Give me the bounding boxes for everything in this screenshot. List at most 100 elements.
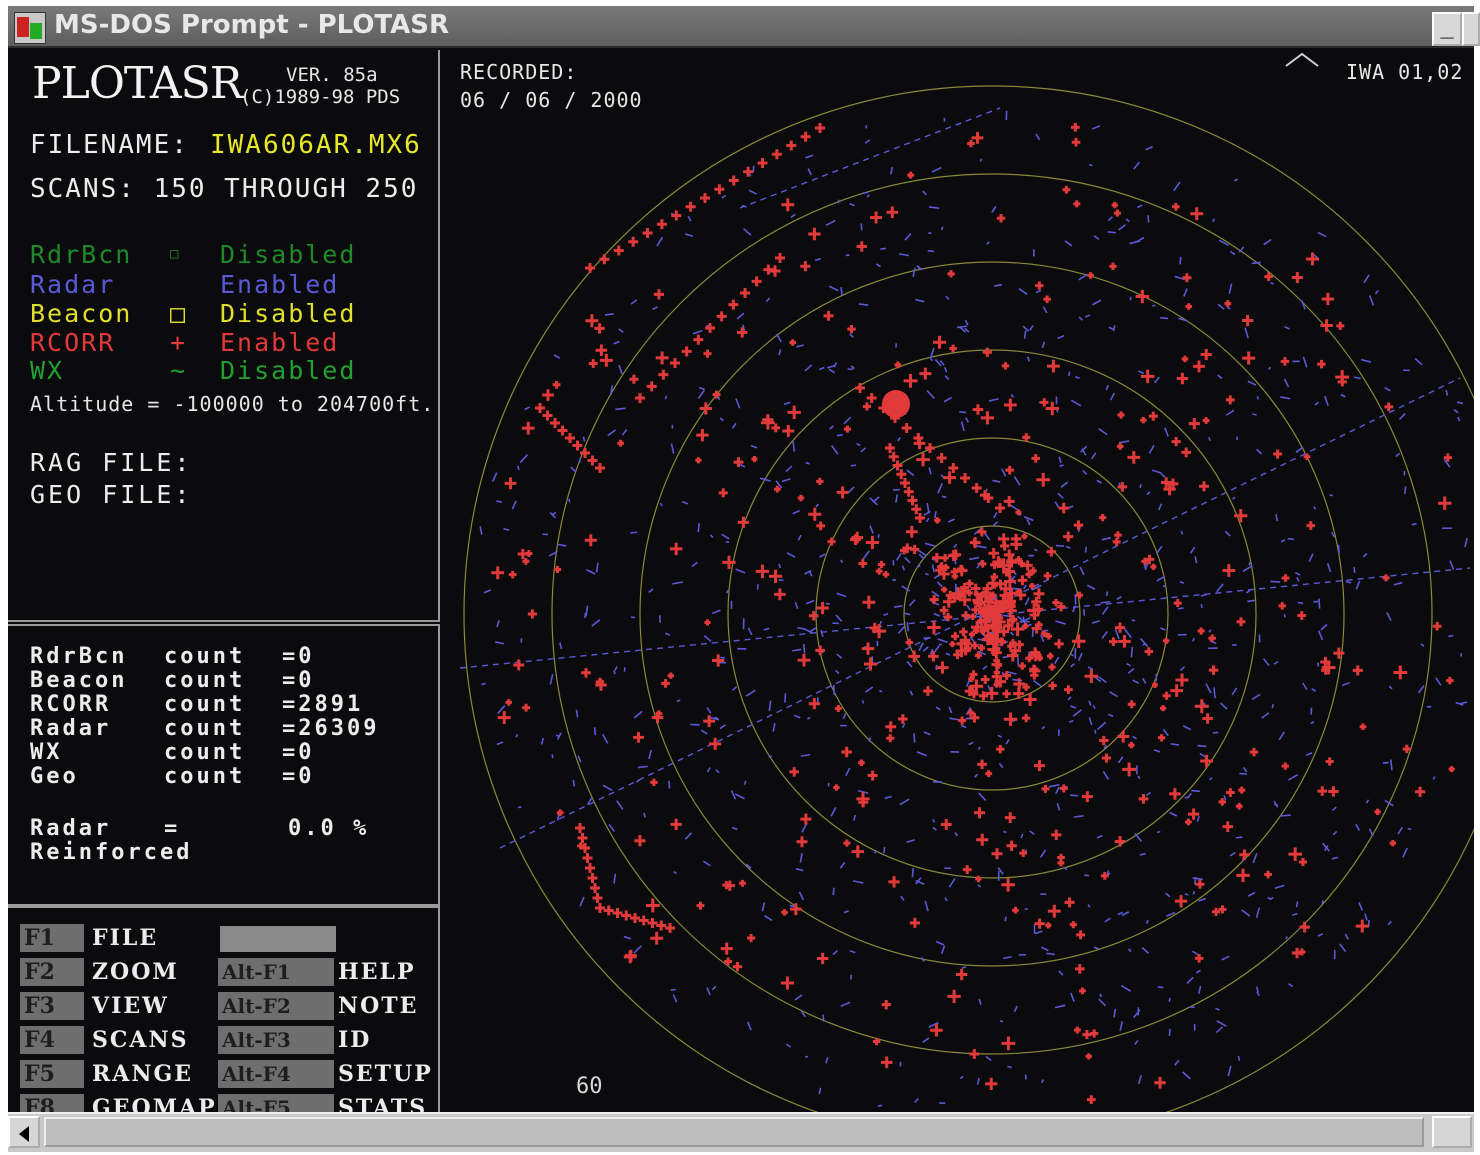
alt-f3-keycap[interactable]: Alt-F3: [218, 1026, 334, 1054]
rcorr-return: [728, 299, 739, 310]
alt-f4-keycap[interactable]: Alt-F4: [218, 1060, 334, 1088]
rcorr-return: [901, 423, 912, 433]
rcorr-return: [575, 823, 585, 833]
restore-button[interactable]: [1462, 12, 1480, 46]
f3-label[interactable]: VIEW: [92, 993, 169, 1019]
radar-return: [496, 741, 504, 746]
radar-return: [872, 496, 880, 503]
radar-return: [1228, 283, 1233, 294]
radar-return: [1194, 556, 1198, 564]
rcorr-return: [1306, 521, 1316, 530]
msdos-app-icon[interactable]: [14, 12, 46, 44]
radar-return: [1241, 909, 1251, 917]
rcorr-return: [1010, 622, 1025, 637]
radar-return: [1215, 1007, 1220, 1011]
rcorr-return: [969, 689, 979, 699]
rcorr-return: [633, 731, 644, 743]
scroll-left-arrow[interactable]: [8, 1116, 40, 1148]
rcorr-return: [796, 836, 808, 848]
horizontal-scrollbar[interactable]: [8, 1112, 1474, 1152]
radar-return: [1388, 685, 1393, 690]
radar-return: [889, 166, 894, 175]
minimize-button[interactable]: _: [1432, 12, 1462, 46]
radar-return: [1055, 544, 1065, 547]
rcorr-return: [970, 538, 979, 547]
alt-f4-label[interactable]: SETUP: [338, 1061, 433, 1087]
rcorr-return: [789, 339, 796, 346]
f2-keycap[interactable]: F2: [20, 958, 84, 986]
radar-return: [922, 190, 927, 196]
f2-label[interactable]: ZOOM: [92, 959, 179, 985]
rcorr-return: [909, 917, 921, 928]
rcorr-return: [1162, 637, 1170, 645]
f1-label[interactable]: FILE: [92, 925, 159, 951]
radar-scope[interactable]: [440, 48, 1474, 1112]
radar-return: [922, 1037, 930, 1043]
copyright-text: (C)1989-98 PDS: [240, 86, 401, 108]
rcorr-return: [980, 411, 994, 425]
radar-return: [792, 509, 800, 515]
radar-return: [1387, 920, 1392, 926]
radar-return: [1039, 849, 1047, 858]
count-geo-value: =0: [282, 764, 315, 789]
rcorr-return: [996, 213, 1006, 223]
radar-return: [1256, 991, 1260, 997]
rcorr-return: [1328, 786, 1339, 797]
rcorr-return: [959, 583, 969, 592]
radar-return: [842, 713, 847, 720]
radar-return: [947, 518, 955, 523]
alt-f2-keycap[interactable]: Alt-F2: [218, 992, 334, 1020]
radar-return: [904, 612, 911, 616]
rcorr-return: [1010, 533, 1022, 545]
radar-return: [1443, 459, 1451, 468]
alt-f3-label[interactable]: ID: [338, 1027, 372, 1053]
f1-keycap[interactable]: F1: [20, 924, 84, 952]
rcorr-return: [862, 402, 872, 411]
scroll-right-button[interactable]: [1432, 1116, 1472, 1148]
radar-return: [1109, 691, 1118, 698]
alt-f1-keycap[interactable]: Alt-F1: [218, 958, 334, 986]
radar-return: [1074, 376, 1080, 379]
f4-label[interactable]: SCANS: [92, 1027, 189, 1053]
rcorr-return: [630, 913, 640, 923]
rcorr-return: [595, 463, 605, 473]
f5-keycap[interactable]: F5: [20, 1060, 84, 1088]
radar-return: [503, 527, 510, 532]
radar-return: [549, 511, 557, 519]
radar-return: [911, 867, 915, 878]
radar-return: [553, 354, 561, 360]
rcorr-return: [1025, 570, 1033, 579]
rcorr-return: [1359, 723, 1367, 731]
rcorr-return: [1046, 546, 1057, 557]
rcorr-return: [786, 140, 797, 151]
rcorr-return: [1127, 450, 1141, 464]
radar-return: [805, 599, 815, 605]
radar-return: [977, 884, 982, 888]
rcorr-return: [905, 525, 918, 538]
radar-return: [1082, 469, 1088, 475]
radar-return: [1118, 224, 1126, 231]
rcorr-return: [581, 667, 591, 678]
f3-keycap[interactable]: F3: [20, 992, 84, 1020]
f5-label[interactable]: RANGE: [92, 1061, 194, 1087]
radar-return: [916, 751, 927, 757]
alt-f2-label[interactable]: NOTE: [338, 993, 419, 1019]
radar-return: [1284, 325, 1290, 330]
count-geo-name: Geo: [30, 764, 79, 789]
rcorr-return: [584, 534, 597, 547]
radar-return: [1321, 900, 1324, 905]
radar-return: [840, 1001, 851, 1008]
radar-return: [933, 612, 941, 617]
alt-f1-label[interactable]: HELP: [338, 959, 416, 985]
rcorr-return: [737, 516, 749, 528]
title-bar[interactable]: MS-DOS Prompt - PLOTASR _: [8, 6, 1480, 48]
radar-return: [1292, 912, 1298, 916]
radar-return: [584, 612, 587, 618]
rcorr-return: [1001, 878, 1015, 892]
f4-keycap[interactable]: F4: [20, 1026, 84, 1054]
rcorr-return: [834, 705, 842, 713]
scroll-thumb[interactable]: [44, 1117, 1424, 1147]
radar-return: [939, 360, 945, 366]
radar-return: [1070, 992, 1075, 1002]
radar-return: [517, 465, 520, 471]
